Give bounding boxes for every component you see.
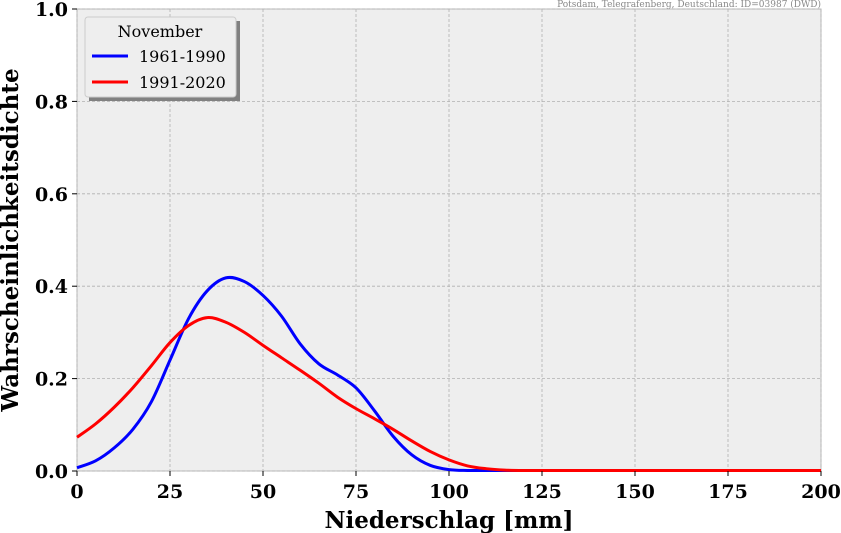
- y-tick-label: 0.6: [35, 184, 68, 206]
- x-tick-label: 200: [801, 481, 841, 503]
- legend-label-1961-1990: 1961-1990: [139, 47, 226, 66]
- y-tick-label: 0.2: [35, 369, 68, 391]
- x-tick-label: 175: [708, 481, 748, 503]
- legend-box: [84, 16, 237, 98]
- legend-label-1991-2020: 1991-2020: [139, 73, 226, 92]
- x-tick-label: 25: [157, 481, 183, 503]
- x-tick-label: 125: [522, 481, 562, 503]
- x-tick-label: 150: [615, 481, 655, 503]
- legend: November 1961-1990 1991-2020: [84, 16, 240, 101]
- series-lines: [76, 275, 821, 473]
- y-tick-label: 0.0: [35, 461, 68, 483]
- legend-title: November: [118, 22, 203, 41]
- x-tick-label: 0: [70, 481, 83, 503]
- x-tick-label: 50: [250, 481, 276, 503]
- x-axis-label: Niederschlag [mm]: [324, 507, 573, 533]
- x-tick-label: 100: [429, 481, 469, 503]
- x-tick-label: 75: [343, 481, 369, 503]
- source-note: Potsdam, Telegrafenberg, Deutschland: ID…: [557, 0, 821, 10]
- y-tick-label: 1.0: [35, 0, 68, 21]
- ticks: 0 25 50 75 100 125 150 175 200 0.0 0.2 0.4 0.6 0.8 1.0: [35, 0, 841, 503]
- y-axis-label: Wahrscheinlichkeitsdichte: [0, 68, 24, 412]
- y-tick-label: 0.8: [35, 91, 68, 113]
- series-line-1991-2020: [76, 316, 821, 473]
- y-tick-label: 0.4: [35, 276, 68, 298]
